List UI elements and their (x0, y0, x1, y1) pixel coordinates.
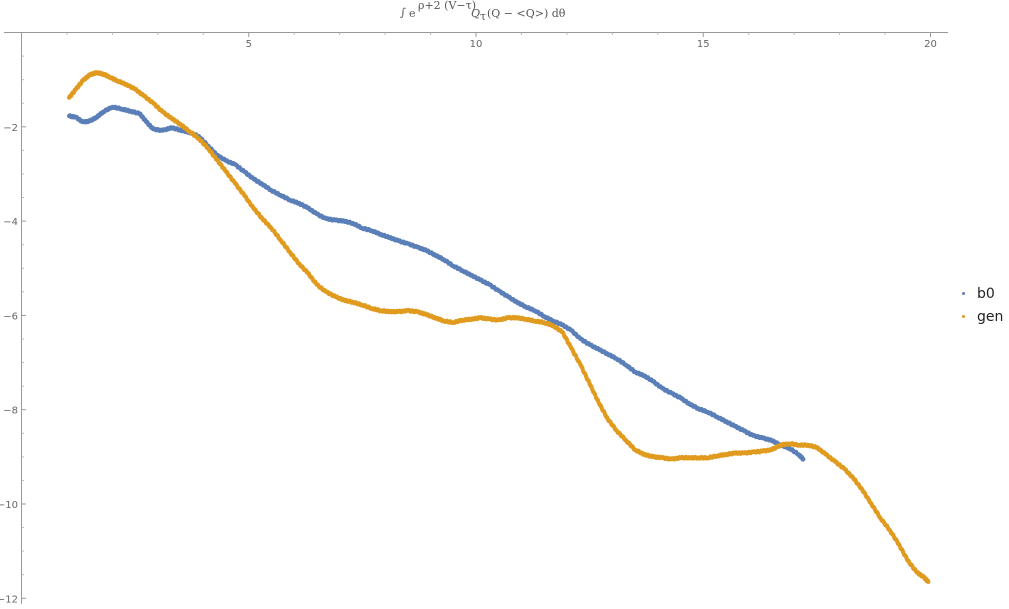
legend-label-b0: b0 (977, 285, 995, 302)
y-tick-label: −4 (3, 217, 18, 228)
legend-item-b0: b0 (962, 282, 1003, 305)
series-b0 (67, 104, 806, 462)
series-gen (67, 70, 931, 584)
series-layer (67, 70, 931, 584)
y-tick-label: −2 (3, 123, 18, 134)
legend-marker-b0 (962, 292, 965, 295)
data-point-gen (926, 579, 931, 584)
title-exponent: ρ+2 (V−τ) (418, 0, 476, 12)
title-q-sub: τ (480, 10, 486, 23)
x-tick-label: 5 (246, 39, 252, 50)
legend: b0 gen (962, 282, 1003, 328)
title-q: Q (471, 7, 480, 20)
x-tick-label: 10 (470, 39, 483, 50)
x-tick-label: 20 (924, 39, 937, 50)
legend-label-gen: gen (977, 308, 1004, 325)
title-rest: (Q − <Q>) dθ (487, 7, 566, 20)
title-integral: ∫ (400, 6, 406, 19)
x-ticks: 5 10 15 20 (66, 32, 937, 50)
y-tick-label: −8 (3, 406, 18, 417)
y-tick-label: −6 (3, 311, 18, 322)
legend-marker-gen (962, 315, 965, 318)
data-point-b0 (801, 457, 806, 462)
x-tick-label: 15 (697, 39, 710, 50)
y-tick-label: −12 (0, 594, 18, 605)
title-e: e (409, 7, 416, 20)
legend-item-gen: gen (962, 305, 1003, 328)
chart-title: ∫ e ρ+2 (V−τ) Q τ (Q − <Q>) dθ (400, 0, 566, 23)
y-ticks: −2 −4 −6 −8 −10 −12 (0, 55, 26, 605)
y-tick-label: −10 (0, 500, 18, 511)
